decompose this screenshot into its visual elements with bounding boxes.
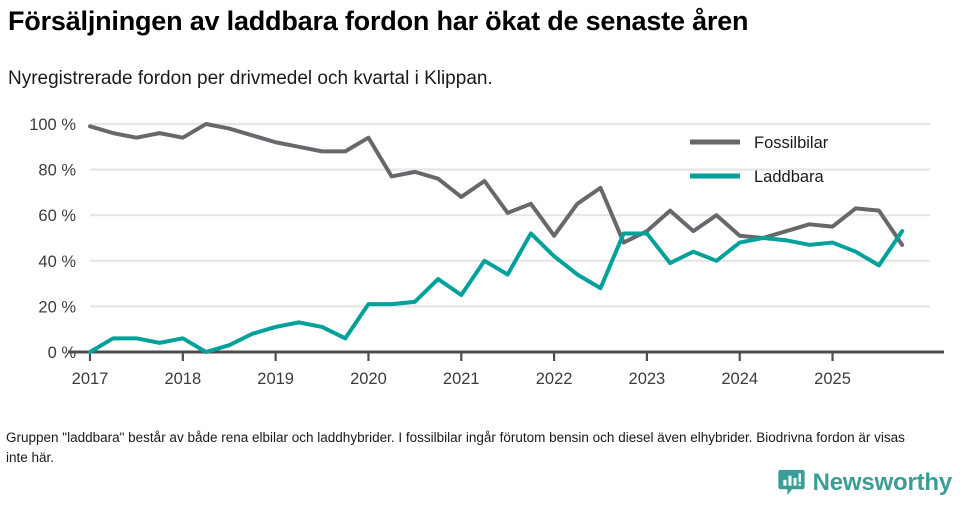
legend-label: Laddbara bbox=[754, 168, 825, 186]
x-tick-label: 2019 bbox=[257, 370, 294, 388]
line-chart-svg: 0 % 20 % 40 % 60 % 80 % 100 % 2017 2018 2019 202… bbox=[29, 116, 944, 388]
y-tick-label: 60 % bbox=[38, 207, 76, 225]
x-tick-label: 2025 bbox=[814, 370, 851, 388]
x-tick-label: 2021 bbox=[443, 370, 480, 388]
chart-footnote: Gruppen "laddbara" består av både rena e… bbox=[6, 430, 905, 465]
y-tick-label: 40 % bbox=[38, 253, 76, 271]
x-axis-tick-labels: 2017 2018 2019 2020 2021 2022 2023 2024 2025 bbox=[72, 370, 851, 388]
y-axis-tick-labels: 0 % 20 % 40 % 60 % 80 % 100 % bbox=[29, 116, 76, 362]
legend-label: Fossilbilar bbox=[754, 134, 829, 152]
series-line-laddbara bbox=[88, 229, 905, 354]
chart-legend: Fossilbilar Laddbara bbox=[690, 134, 829, 186]
brand-name: Newsworthy bbox=[812, 468, 953, 496]
chart-plot-area: 0 % 20 % 40 % 60 % 80 % 100 % 2017 2018 2019 202… bbox=[0, 110, 960, 400]
y-tick-label: 0 % bbox=[48, 344, 77, 362]
y-tick-label: 20 % bbox=[38, 298, 76, 316]
x-axis-group bbox=[68, 350, 944, 361]
x-tick-label: 2020 bbox=[350, 370, 387, 388]
y-tick-label: 100 % bbox=[29, 116, 76, 134]
newsworthy-logo: Newsworthy bbox=[777, 468, 952, 497]
y-tick-label: 80 % bbox=[38, 162, 76, 180]
data-series-group bbox=[88, 122, 905, 354]
page-title: Försäljningen av laddbara fordon har öka… bbox=[8, 6, 749, 36]
x-tick-label: 2022 bbox=[536, 370, 573, 388]
x-tick-label: 2023 bbox=[629, 370, 666, 388]
x-tick-label: 2024 bbox=[721, 370, 758, 388]
x-tick-label: 2018 bbox=[164, 370, 201, 388]
gridlines-group bbox=[90, 122, 930, 308]
bar-chart-bubble-icon bbox=[777, 469, 805, 496]
x-tick-label: 2017 bbox=[72, 370, 109, 388]
chart-subtitle: Nyregistrerade fordon per drivmedel och … bbox=[8, 68, 493, 89]
